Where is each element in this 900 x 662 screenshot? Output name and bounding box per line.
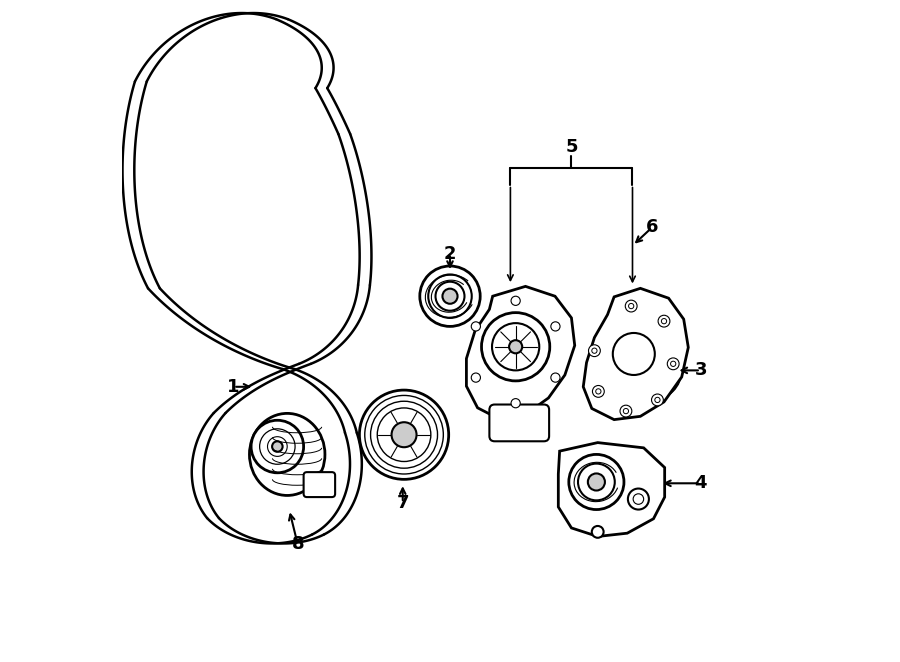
Circle shape: [551, 322, 560, 331]
Circle shape: [589, 345, 600, 357]
Text: 7: 7: [397, 494, 409, 512]
Circle shape: [624, 342, 681, 399]
Circle shape: [482, 312, 550, 381]
Circle shape: [511, 296, 520, 305]
Circle shape: [511, 399, 520, 408]
Text: 4: 4: [695, 474, 707, 493]
Circle shape: [620, 405, 632, 417]
Circle shape: [551, 373, 560, 382]
Text: 8: 8: [292, 536, 304, 553]
Circle shape: [251, 420, 303, 473]
Polygon shape: [583, 289, 688, 420]
Text: 2: 2: [444, 244, 456, 263]
Polygon shape: [466, 287, 575, 419]
Circle shape: [592, 385, 604, 397]
Circle shape: [667, 358, 680, 370]
Text: 1: 1: [227, 378, 239, 396]
Circle shape: [626, 300, 637, 312]
Text: 3: 3: [695, 361, 707, 379]
Circle shape: [419, 266, 481, 326]
Circle shape: [613, 333, 655, 375]
Text: 5: 5: [565, 138, 578, 156]
Circle shape: [652, 394, 663, 406]
Circle shape: [272, 442, 283, 451]
Circle shape: [588, 473, 605, 491]
Circle shape: [658, 315, 670, 327]
Circle shape: [509, 340, 522, 354]
Circle shape: [592, 526, 604, 538]
Circle shape: [472, 322, 481, 331]
Circle shape: [628, 489, 649, 510]
Ellipse shape: [249, 413, 325, 495]
Polygon shape: [558, 443, 665, 536]
Text: 6: 6: [646, 218, 659, 236]
FancyBboxPatch shape: [490, 404, 549, 442]
Circle shape: [569, 454, 624, 510]
Circle shape: [644, 361, 661, 379]
Circle shape: [443, 289, 457, 304]
Circle shape: [392, 422, 417, 448]
Circle shape: [359, 390, 449, 479]
FancyBboxPatch shape: [303, 472, 335, 497]
Circle shape: [472, 373, 481, 382]
